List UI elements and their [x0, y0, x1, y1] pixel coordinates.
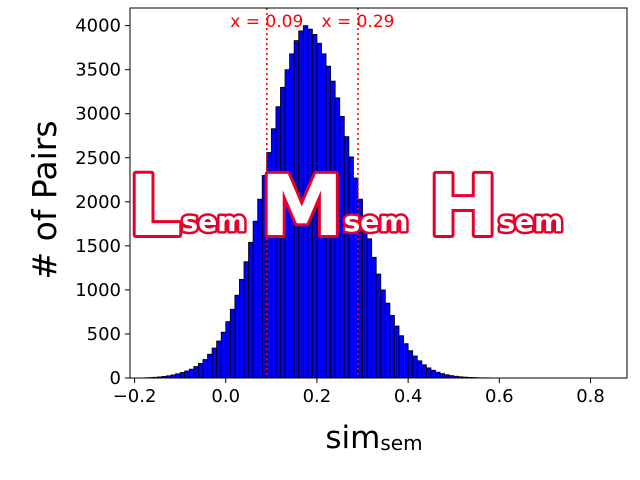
histogram-bar — [239, 278, 245, 379]
histogram-bar — [193, 366, 199, 379]
region-label-low-sub: sem — [182, 205, 247, 238]
axes-frame — [129, 7, 628, 379]
histogram-bar — [211, 347, 218, 379]
histogram-bar — [403, 343, 409, 379]
y-tick-label: 0 — [110, 368, 121, 389]
x-tick-label: 0.4 — [394, 386, 423, 407]
histogram-bar — [398, 335, 404, 379]
histogram-bar — [421, 364, 427, 379]
histogram-bar — [197, 363, 204, 379]
histogram-bar — [389, 315, 395, 379]
region-label-high-letter: H — [428, 157, 498, 255]
threshold-lines: x = 0.09 x = 0.29 — [230, 8, 394, 378]
x-axis-label: simsem — [325, 420, 422, 456]
y-tick-label: 3000 — [75, 104, 121, 125]
histogram-bars — [143, 25, 505, 379]
histogram-bar — [252, 220, 259, 379]
y-axis-ticks: 0 500 1000 1500 2000 2500 3000 3500 4000 — [75, 16, 130, 389]
histogram-bar — [229, 308, 236, 379]
histogram-bar — [430, 369, 436, 379]
x-axis-label-main: sim — [325, 420, 380, 456]
histogram-bar — [435, 371, 441, 379]
y-axis-label: # of Pairs — [25, 120, 64, 279]
histogram-bar — [425, 367, 432, 379]
histogram-bar — [243, 261, 249, 379]
histogram-bar — [220, 331, 227, 379]
x-tick-label: 0.6 — [485, 386, 514, 407]
histogram-bar — [362, 219, 368, 379]
histogram-bar — [380, 289, 386, 379]
x-tick-label: 0.8 — [576, 386, 605, 407]
histogram-bar — [439, 373, 446, 379]
region-label-mid: Msem — [260, 157, 408, 255]
x-tick-label: −0.2 — [113, 386, 157, 407]
histogram-bar — [371, 256, 377, 379]
x-tick-label: 0.0 — [211, 386, 240, 407]
histogram-bar — [348, 156, 354, 379]
y-tick-label: 500 — [87, 324, 121, 345]
x-axis-ticks: −0.2 0.0 0.2 0.4 0.6 0.8 — [113, 378, 605, 407]
histogram-bar — [407, 350, 414, 379]
histogram-bar — [207, 353, 213, 379]
histogram-bar — [225, 321, 231, 379]
histogram-bar — [248, 241, 254, 379]
histogram-bar — [366, 238, 373, 379]
histogram-bar — [394, 325, 400, 379]
histogram-bar — [184, 370, 190, 379]
histogram-bar — [216, 340, 222, 379]
histogram-bar — [175, 373, 181, 379]
histogram-bar — [343, 136, 350, 379]
histogram-bar — [188, 368, 195, 379]
histogram-bar — [375, 273, 382, 379]
x-axis-label-sub: sem — [380, 431, 422, 455]
region-label-mid-sub: sem — [344, 205, 409, 238]
histogram-bar — [234, 294, 240, 379]
region-label-low-letter: L — [128, 157, 182, 255]
y-tick-label: 1500 — [75, 236, 121, 257]
y-tick-label: 1000 — [75, 280, 121, 301]
histogram-bar — [202, 359, 208, 379]
region-label-high: Hsem — [428, 157, 563, 255]
x-tick-label: 0.2 — [303, 386, 332, 407]
threshold-line-label: x = 0.09 — [230, 12, 303, 32]
histogram-bar — [416, 360, 423, 379]
threshold-line-label: x = 0.29 — [321, 12, 394, 32]
y-tick-label: 2500 — [75, 148, 121, 169]
y-tick-label: 3500 — [75, 60, 121, 81]
region-label-high-sub: sem — [498, 205, 563, 238]
histogram-bar — [384, 302, 391, 379]
y-tick-label: 2000 — [75, 192, 121, 213]
y-tick-label: 4000 — [75, 16, 121, 37]
histogram-bar — [412, 355, 418, 379]
region-label-low: Lsem — [128, 157, 246, 255]
region-label-mid-letter: M — [260, 157, 344, 255]
histogram-bar — [179, 372, 186, 379]
